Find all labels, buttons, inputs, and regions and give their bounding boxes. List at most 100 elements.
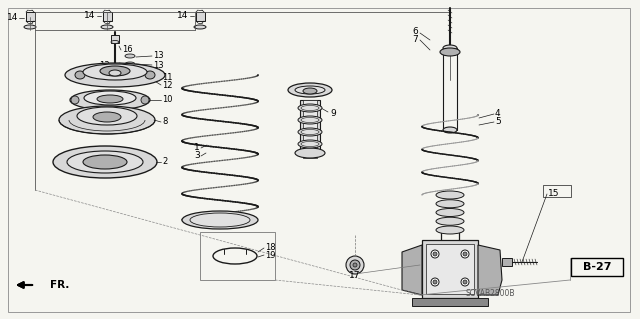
Bar	[136, 162, 141, 166]
Bar	[111, 35, 119, 43]
Text: 14: 14	[84, 11, 95, 20]
Ellipse shape	[443, 127, 457, 133]
Bar	[153, 162, 159, 166]
Bar	[412, 298, 488, 306]
Bar	[136, 158, 141, 162]
Ellipse shape	[125, 62, 135, 66]
Ellipse shape	[301, 117, 319, 122]
Ellipse shape	[59, 106, 155, 134]
Ellipse shape	[436, 200, 464, 208]
Bar	[51, 162, 57, 166]
Ellipse shape	[190, 213, 250, 227]
Ellipse shape	[77, 107, 137, 125]
Bar	[103, 12, 112, 21]
Ellipse shape	[433, 280, 437, 284]
Bar	[102, 158, 108, 162]
Text: 2: 2	[162, 158, 167, 167]
Ellipse shape	[298, 116, 322, 124]
Ellipse shape	[431, 250, 439, 258]
Text: 13: 13	[153, 61, 164, 70]
Ellipse shape	[65, 63, 165, 87]
Bar	[68, 158, 75, 162]
Ellipse shape	[75, 71, 85, 79]
Bar	[51, 158, 57, 162]
Ellipse shape	[461, 278, 469, 286]
Bar	[571, 258, 623, 276]
Ellipse shape	[433, 252, 437, 256]
Ellipse shape	[190, 68, 250, 82]
Ellipse shape	[83, 155, 127, 169]
Bar	[68, 162, 75, 166]
Ellipse shape	[441, 262, 459, 268]
Ellipse shape	[461, 250, 469, 258]
Ellipse shape	[84, 91, 136, 105]
Ellipse shape	[100, 66, 130, 76]
Bar	[153, 158, 159, 162]
Bar	[426, 244, 474, 294]
Text: 5: 5	[495, 116, 500, 125]
Bar	[422, 240, 478, 298]
Bar	[26, 12, 35, 21]
Ellipse shape	[436, 209, 464, 217]
Bar	[303, 100, 317, 158]
Bar	[543, 185, 571, 197]
Ellipse shape	[295, 148, 325, 158]
Bar	[441, 230, 459, 265]
Ellipse shape	[141, 96, 149, 104]
Ellipse shape	[298, 128, 322, 136]
Ellipse shape	[301, 142, 319, 146]
Bar	[443, 48, 457, 130]
Text: 19: 19	[265, 250, 275, 259]
Text: 6: 6	[412, 27, 418, 36]
Text: 8: 8	[162, 117, 168, 127]
Text: 7: 7	[412, 35, 418, 44]
Text: 12: 12	[162, 80, 173, 90]
Ellipse shape	[67, 151, 143, 173]
Ellipse shape	[346, 256, 364, 274]
Bar	[502, 258, 512, 266]
Text: SCVAB2800B: SCVAB2800B	[465, 288, 515, 298]
Ellipse shape	[303, 88, 317, 94]
Ellipse shape	[71, 96, 79, 104]
Ellipse shape	[125, 54, 135, 58]
Text: 17: 17	[349, 271, 361, 280]
Ellipse shape	[463, 252, 467, 256]
Ellipse shape	[111, 41, 119, 43]
Text: FR.: FR.	[50, 280, 69, 290]
Text: 13: 13	[153, 50, 164, 60]
Text: 13: 13	[99, 61, 110, 70]
Ellipse shape	[463, 280, 467, 284]
Text: 4: 4	[495, 108, 500, 117]
Ellipse shape	[350, 260, 360, 270]
Ellipse shape	[288, 83, 332, 97]
Ellipse shape	[182, 211, 258, 229]
Ellipse shape	[97, 95, 123, 103]
Ellipse shape	[301, 106, 319, 110]
Ellipse shape	[83, 64, 147, 80]
Bar	[200, 232, 275, 280]
Ellipse shape	[53, 146, 157, 178]
Ellipse shape	[194, 25, 206, 29]
Bar	[102, 162, 108, 166]
Text: 15: 15	[548, 189, 559, 197]
Text: 18: 18	[265, 243, 276, 253]
Ellipse shape	[109, 70, 121, 76]
Ellipse shape	[70, 90, 150, 110]
Text: 16: 16	[122, 46, 132, 55]
Ellipse shape	[101, 25, 113, 29]
Ellipse shape	[440, 48, 460, 56]
Text: 11: 11	[162, 73, 173, 83]
Text: 9: 9	[330, 108, 336, 117]
Ellipse shape	[93, 112, 121, 122]
Text: 1: 1	[195, 144, 200, 152]
Ellipse shape	[436, 226, 464, 234]
Text: 3: 3	[195, 152, 200, 160]
Ellipse shape	[298, 140, 322, 148]
Ellipse shape	[431, 278, 439, 286]
Ellipse shape	[298, 104, 322, 112]
Text: 14: 14	[177, 11, 188, 20]
Ellipse shape	[24, 25, 36, 29]
Ellipse shape	[353, 263, 357, 267]
Bar	[300, 100, 320, 155]
Polygon shape	[478, 245, 502, 295]
